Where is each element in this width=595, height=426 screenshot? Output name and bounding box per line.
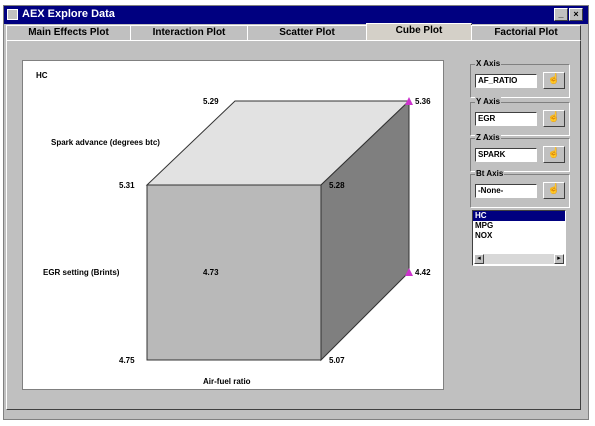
scroll-left-button[interactable]: ◂ [474,254,484,264]
z-axis-select-button[interactable]: ☝ [543,146,565,163]
app-icon[interactable] [7,9,18,20]
list-item[interactable]: HC [473,211,565,221]
z-axis-group: Z Axis SPARK ☝ [470,133,570,172]
scroll-right-button[interactable]: ▸ [554,254,564,264]
tab-scatter[interactable]: Scatter Plot [247,25,367,41]
cube-plot: HC Spark advance (degrees btc) EGR setti… [36,71,431,386]
response-listbox[interactable]: HC MPG NOX ◂ ▸ [472,210,566,266]
corner-value: 4.42 [415,268,431,277]
corner-value: 5.29 [203,97,219,106]
list-item[interactable]: MPG [475,221,494,230]
minimize-button[interactable]: _ [554,8,568,21]
spark-axis-label: Spark advance (degrees btc) [51,138,160,147]
tab-strip: Main Effects Plot Interaction Plot Scatt… [6,23,581,42]
horizontal-scrollbar[interactable]: ◂ ▸ [474,254,564,264]
pointer-hand-icon: ☝ [547,148,561,159]
x-axis-label: X Axis [475,59,502,68]
tab-factorial[interactable]: Factorial Plot [471,25,581,41]
tab-main-effects[interactable]: Main Effects Plot [6,25,131,41]
x-axis-select-button[interactable]: ☝ [543,72,565,89]
egr-axis-label: EGR setting (Brints) [43,268,120,277]
bt-axis-field[interactable]: -None- [475,184,537,198]
y-axis-field[interactable]: EGR [475,112,537,126]
corner-value: 5.36 [415,97,431,106]
afr-axis-label: Air-fuel ratio [203,377,251,386]
vertex-marker [405,97,413,105]
y-axis-select-button[interactable]: ☝ [543,110,565,127]
z-axis-field[interactable]: SPARK [475,148,537,162]
pointer-hand-icon: ☝ [547,74,561,85]
window-title: AEX Explore Data [22,8,115,20]
response-label: HC [36,71,48,80]
x-axis-group: X Axis AF_RATIO ☝ [470,59,570,98]
corner-value: 5.28 [329,181,345,190]
bt-axis-label: Bt Axis [475,169,505,178]
z-axis-label: Z Axis [475,133,501,142]
y-axis-label: Y Axis [475,97,502,106]
title-bar[interactable]: AEX Explore Data _ × [4,6,588,24]
corner-value: 5.31 [119,181,135,190]
cube-plot-area: HC Spark advance (degrees btc) EGR setti… [22,60,444,390]
corner-value: 4.75 [119,356,135,365]
tab-interaction[interactable]: Interaction Plot [130,25,248,41]
x-axis-field[interactable]: AF_RATIO [475,74,537,88]
corner-value: 4.73 [203,268,219,277]
corner-value: 5.07 [329,356,345,365]
pointer-hand-icon: ☝ [547,112,561,123]
vertex-marker [405,268,413,276]
list-item[interactable]: NOX [475,231,493,240]
bt-axis-group: Bt Axis -None- ☝ [470,169,570,208]
y-axis-group: Y Axis EGR ☝ [470,97,570,136]
close-button[interactable]: × [569,8,583,21]
pointer-hand-icon: ☝ [547,184,561,195]
bt-axis-select-button[interactable]: ☝ [543,182,565,199]
cube-front-face [146,184,322,361]
